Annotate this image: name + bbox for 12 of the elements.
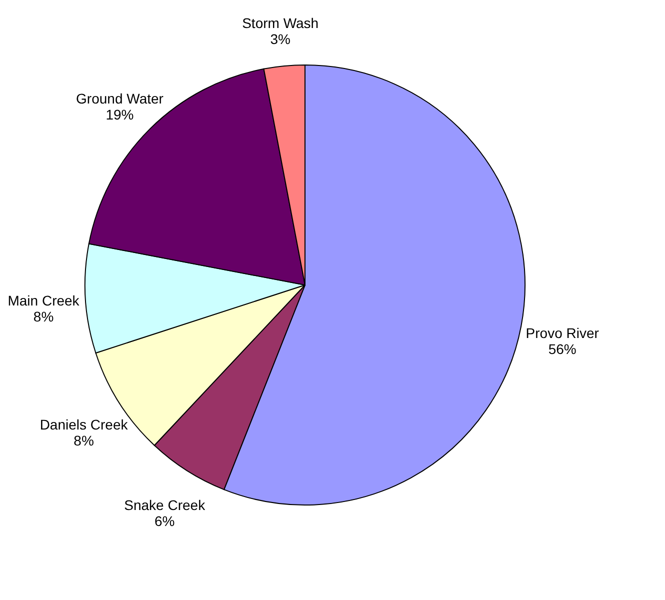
- slice-label: Ground Water: [76, 90, 164, 107]
- slice-label: Main Creek: [8, 292, 80, 308]
- data-label: 19%: [106, 106, 134, 123]
- data-label: 56%: [548, 341, 576, 358]
- data-label: 8%: [33, 308, 54, 324]
- slice-label: Daniels Creek: [40, 416, 129, 432]
- slice-label: Storm Wash: [242, 15, 319, 32]
- data-label: 8%: [74, 432, 94, 448]
- slice-label: Provo River: [526, 325, 600, 342]
- slice-label: Snake Creek: [124, 497, 206, 514]
- data-label: 3%: [270, 31, 290, 48]
- data-label: 6%: [154, 513, 175, 530]
